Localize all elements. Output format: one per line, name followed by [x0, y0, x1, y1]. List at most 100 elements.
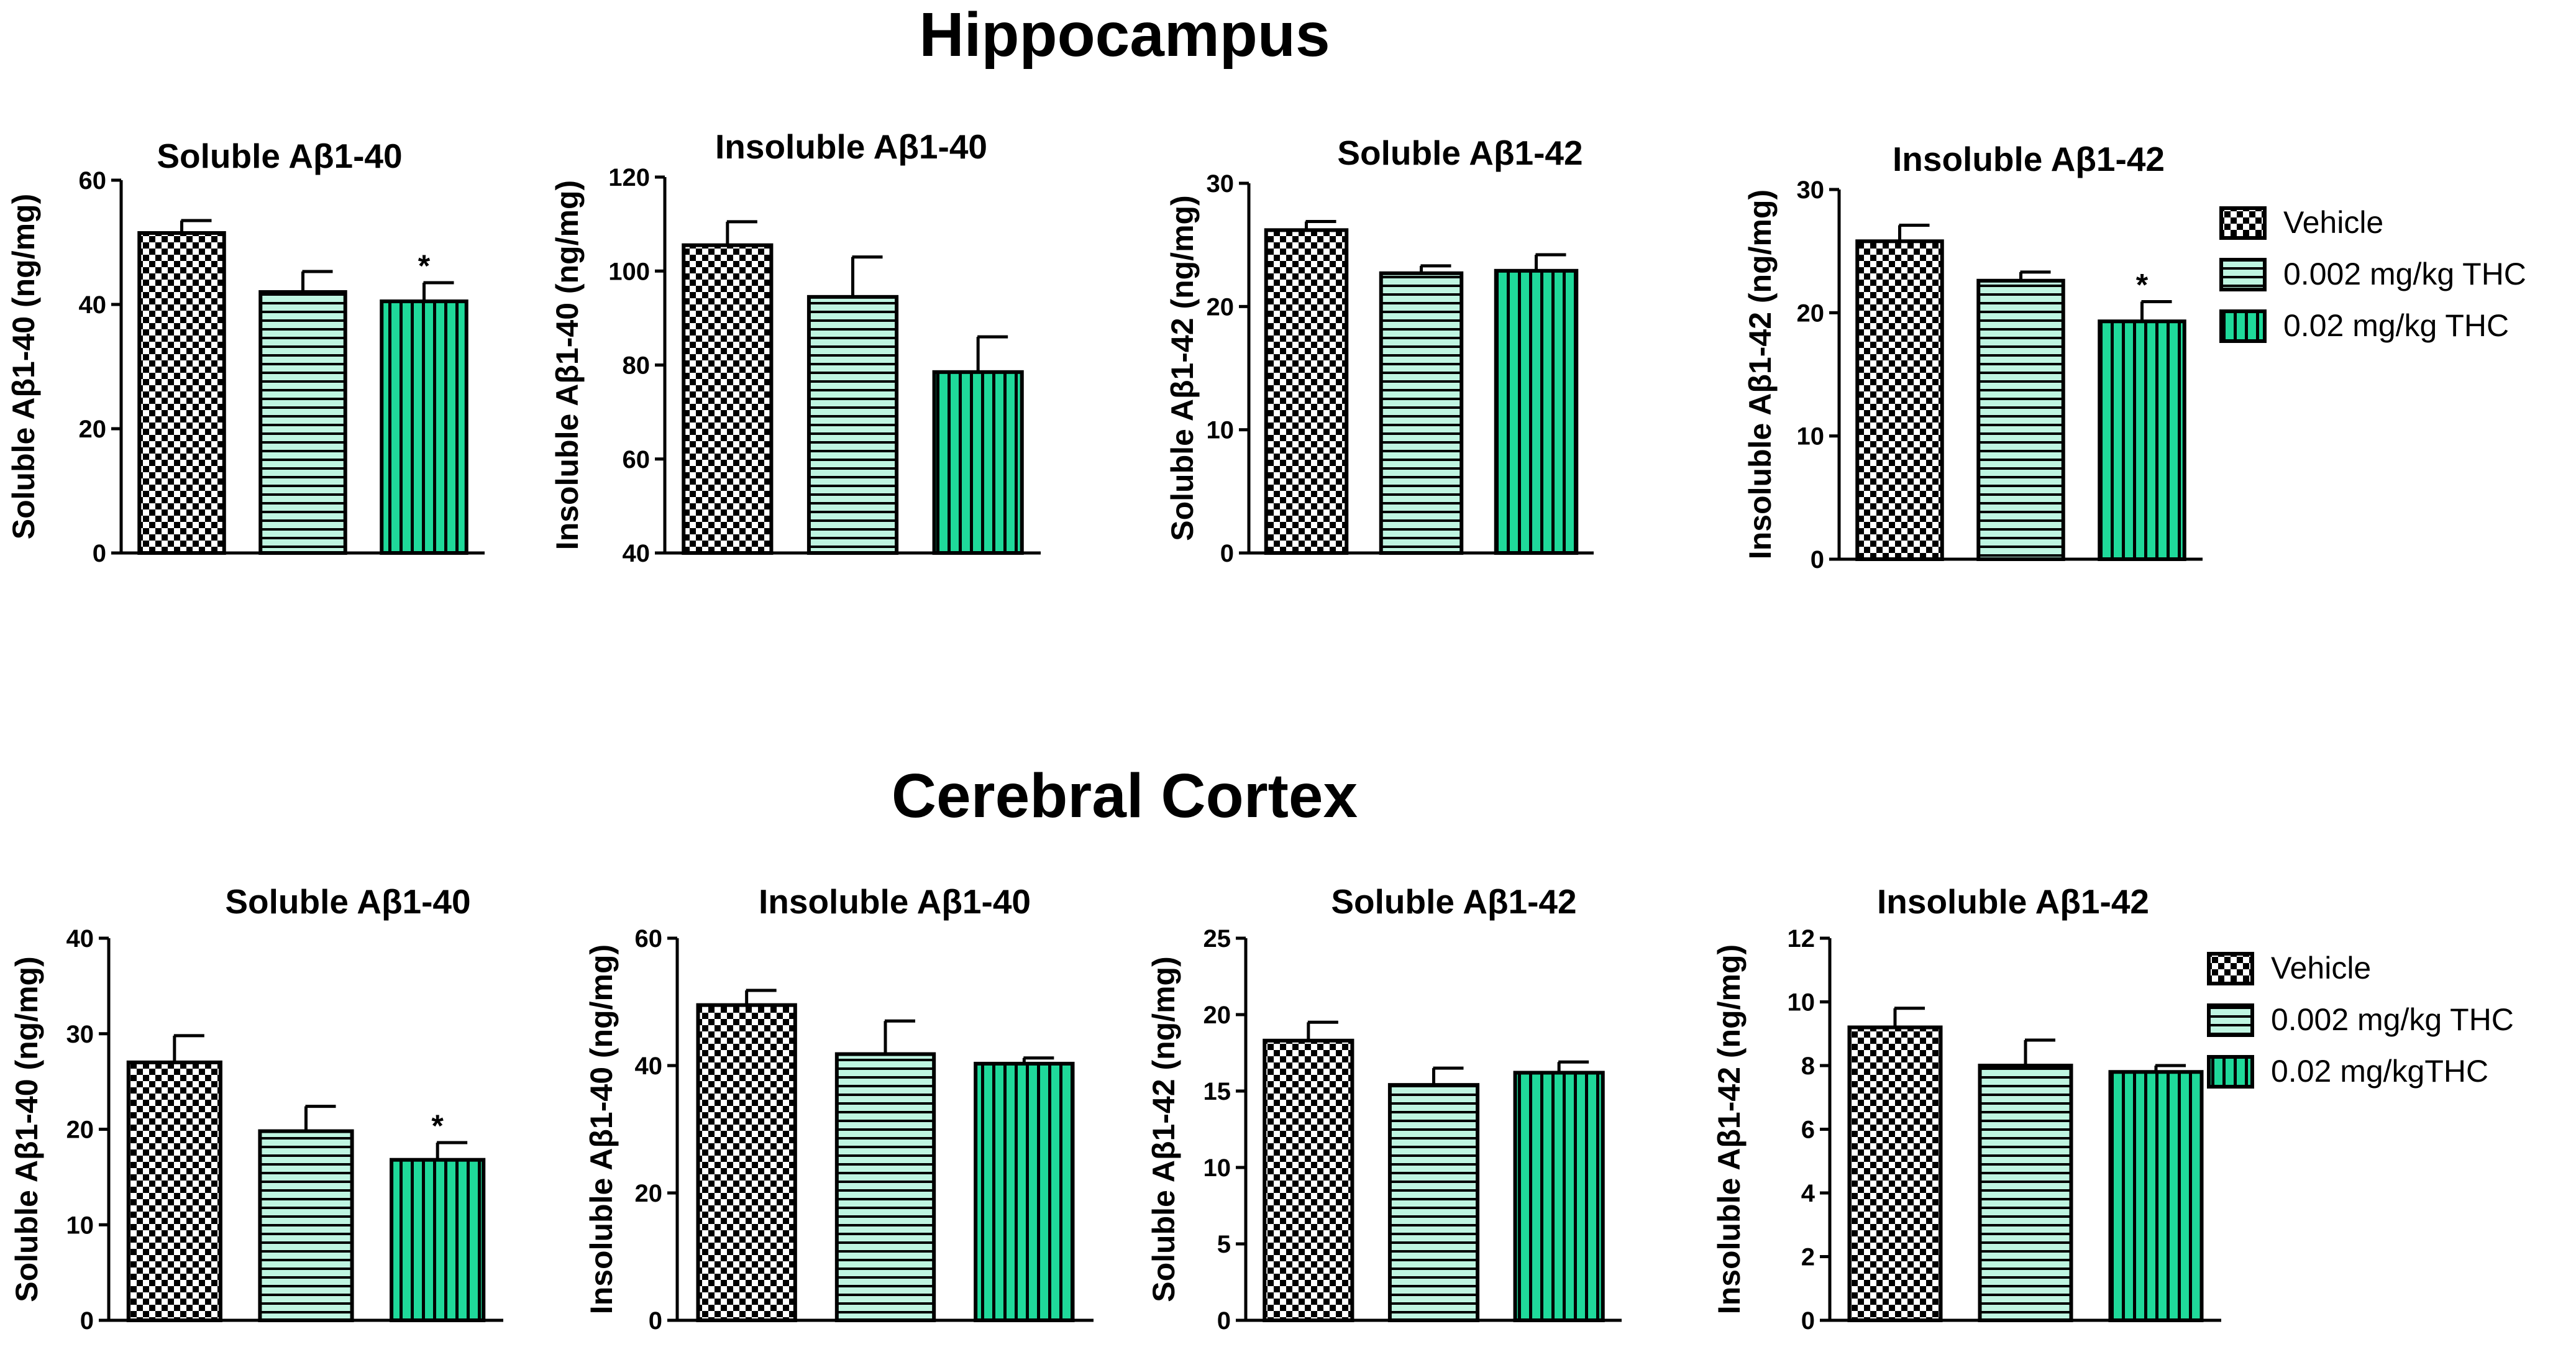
- legend-swatch-low-dose: [2219, 258, 2267, 291]
- legend-label-high-dose: 0.02 mg/kg THC: [2283, 308, 2509, 343]
- y-axis-label: Insoluble Aβ1-42 (ng/mg): [1743, 190, 1778, 559]
- y-tick-label: 60: [623, 446, 651, 473]
- bar-vehicle: [1855, 239, 1944, 561]
- y-tick-label: 10: [1797, 423, 1825, 450]
- chart-3: Soluble Aβ1-42 Soluble Aβ1-42 (ng/mg) 0 10 2…: [1165, 134, 1594, 567]
- y-tick-label: 2: [1801, 1244, 1815, 1271]
- legend-1: Vehicle 0.002 mg/kg THC 0.02 mg/kg THC: [2219, 205, 2526, 343]
- y-tick-label: 40: [66, 925, 94, 952]
- legend-label-high-dose: 0.02 mg/kgTHC: [2271, 1054, 2488, 1089]
- y-tick-label: 10: [1204, 1154, 1231, 1182]
- legend-label-vehicle: Vehicle: [2283, 205, 2383, 240]
- bar-high-dose: [974, 1061, 1075, 1323]
- bar-high-dose: [2098, 319, 2186, 561]
- bar-vehicle: [1847, 1025, 1943, 1322]
- chart-8: Insoluble Aβ1-42 Insoluble Aβ1-42 (ng/mg)…: [1712, 882, 2221, 1335]
- y-tick-label: 10: [1788, 989, 1816, 1016]
- section-title-cerebral-cortex: Cerebral Cortex: [892, 761, 1358, 831]
- bar-vehicle: [137, 231, 226, 555]
- bar-low-dose: [1976, 278, 2065, 561]
- chart-title: Insoluble Aβ1-42: [1877, 882, 2149, 921]
- significance-marker: *: [418, 249, 431, 283]
- y-tick-label: 0: [93, 540, 106, 567]
- y-tick-label: 60: [79, 167, 107, 194]
- bar-low-dose: [1978, 1064, 2073, 1322]
- section-title-hippocampus: Hippocampus: [919, 0, 1330, 70]
- significance-marker: *: [2136, 267, 2149, 302]
- significance-marker: *: [431, 1108, 444, 1143]
- chart-1: Soluble Aβ1-40 Soluble Aβ1-40 (ng/mg) 0 20 4…: [6, 137, 485, 567]
- bar-low-dose: [806, 295, 899, 555]
- chart-4: Insoluble Aβ1-42 Insoluble Aβ1-42 (ng/mg)…: [1743, 140, 2203, 573]
- bar-vehicle: [1263, 1038, 1354, 1322]
- y-axis-label: Insoluble Aβ1-40 (ng/mg): [550, 180, 585, 550]
- chart-title: Soluble Aβ1-42: [1331, 882, 1576, 921]
- chart-5: Soluble Aβ1-40 Soluble Aβ1-40 (ng/mg) 0 10 2…: [9, 882, 503, 1335]
- chart-title: Insoluble Aβ1-40: [759, 882, 1031, 921]
- y-tick-label: 10: [1207, 417, 1235, 444]
- y-tick-label: 0: [1801, 1307, 1815, 1335]
- y-tick-label: 25: [1204, 925, 1231, 952]
- legend-swatch-high-dose: [2219, 309, 2267, 343]
- y-tick-label: 0: [1217, 1307, 1231, 1335]
- y-tick-label: 15: [1204, 1078, 1231, 1105]
- legend-swatch-vehicle: [2207, 952, 2254, 985]
- chart-title: Soluble Aβ1-40: [225, 882, 470, 921]
- bar-low-dose: [258, 290, 347, 555]
- legend-label-low-dose: 0.002 mg/kg THC: [2271, 1002, 2514, 1037]
- chart-title: Insoluble Aβ1-40: [715, 127, 987, 166]
- y-axis-label: Soluble Aβ1-40 (ng/mg): [6, 194, 41, 539]
- y-tick-label: 12: [1788, 925, 1816, 952]
- bar-vehicle: [696, 1003, 797, 1322]
- y-tick-label: 20: [66, 1117, 94, 1144]
- y-tick-label: 30: [66, 1021, 94, 1048]
- bar-high-dose: [390, 1158, 486, 1322]
- bar-low-dose: [258, 1129, 354, 1322]
- y-tick-label: 40: [79, 291, 107, 319]
- y-tick-label: 4: [1801, 1180, 1816, 1207]
- chart-title: Soluble Aβ1-42: [1337, 134, 1583, 172]
- y-tick-label: 40: [635, 1053, 663, 1080]
- chart-2: Insoluble Aβ1-40 Insoluble Aβ1-40 (ng/mg)…: [550, 127, 1041, 567]
- y-tick-label: 20: [1797, 299, 1825, 327]
- y-tick-label: 0: [1220, 540, 1234, 567]
- legend-label-low-dose: 0.002 mg/kg THC: [2283, 257, 2526, 291]
- y-tick-label: 20: [1204, 1002, 1231, 1029]
- y-tick-label: 0: [80, 1307, 94, 1335]
- y-axis-label: Soluble Aβ1-40 (ng/mg): [9, 956, 44, 1302]
- bar-vehicle: [126, 1060, 222, 1322]
- y-tick-label: 0: [649, 1307, 662, 1335]
- y-tick-label: 0: [1811, 546, 1824, 573]
- y-axis-label: Soluble Aβ1-42 (ng/mg): [1146, 956, 1181, 1302]
- legend-label-vehicle: Vehicle: [2271, 951, 2371, 985]
- chart-title: Insoluble Aβ1-42: [1893, 140, 2165, 178]
- y-tick-label: 60: [635, 925, 663, 952]
- y-axis-label: Insoluble Aβ1-40 (ng/mg): [584, 944, 619, 1314]
- y-axis-label: Insoluble Aβ1-42 (ng/mg): [1712, 944, 1747, 1314]
- bar-low-dose: [1387, 1083, 1480, 1323]
- y-tick-label: 30: [1797, 176, 1825, 204]
- bar-high-dose: [932, 370, 1024, 555]
- bar-low-dose: [834, 1052, 936, 1323]
- bar-high-dose: [1494, 268, 1579, 555]
- y-tick-label: 5: [1217, 1231, 1231, 1258]
- y-tick-label: 6: [1801, 1117, 1815, 1144]
- legend-swatch-high-dose: [2207, 1055, 2254, 1089]
- chart-6: Insoluble Aβ1-40 Insoluble Aβ1-40 (ng/mg)…: [584, 882, 1094, 1335]
- y-tick-label: 80: [623, 352, 651, 380]
- bar-low-dose: [1379, 271, 1464, 555]
- bar-high-dose: [380, 299, 468, 555]
- y-tick-label: 20: [79, 416, 107, 443]
- legend-2: Vehicle 0.002 mg/kg THC 0.02 mg/kgTHC: [2207, 951, 2514, 1089]
- legend-swatch-low-dose: [2207, 1003, 2254, 1037]
- bar-high-dose: [2108, 1070, 2204, 1322]
- y-tick-label: 100: [608, 258, 650, 285]
- y-axis-label: Soluble Aβ1-42 (ng/mg): [1165, 195, 1200, 541]
- y-tick-label: 20: [1207, 293, 1235, 321]
- bar-high-dose: [1513, 1071, 1605, 1322]
- bar-vehicle: [1264, 228, 1349, 555]
- legend-swatch-vehicle: [2219, 206, 2267, 240]
